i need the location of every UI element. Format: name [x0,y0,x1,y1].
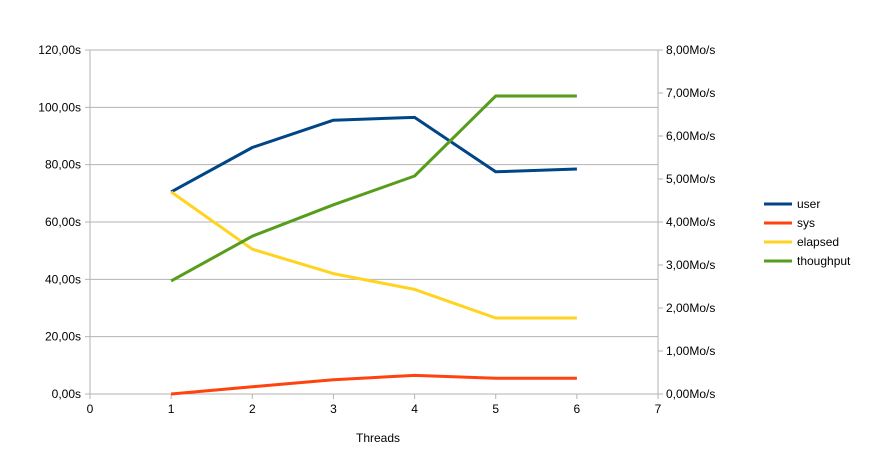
series-line-sys [170,373,577,396]
left-axis-ticks: 0,00s 20,00s 40,00s 60,00s 80,00s 100,00s 120,… [38,43,90,401]
legend-label-thoughput: thoughput [797,254,851,268]
y-left-tick-label: 60,00s [45,215,81,229]
y-right-tick-label: 5,00Mo/s [666,172,715,186]
x-tick-label: 5 [492,402,499,416]
series-lines [170,94,577,396]
x-tick-label: 3 [330,402,337,416]
y-right-tick-label: 8,00Mo/s [666,43,715,57]
y-right-tick-label: 7,00Mo/s [666,86,715,100]
series-line-user [170,115,577,194]
legend-label-sys: sys [797,216,815,230]
y-left-tick-label: 80,00s [45,158,81,172]
legend: user sys elapsed thoughput [764,197,851,268]
x-tick-label: 4 [411,402,418,416]
x-tick-label: 1 [168,402,175,416]
y-right-tick-label: 2,00Mo/s [666,301,715,315]
y-right-tick-label: 0,00Mo/s [666,387,715,401]
legend-label-user: user [797,197,820,211]
series-line-elapsed [170,190,577,320]
y-right-tick-label: 3,00Mo/s [666,258,715,272]
y-right-tick-label: 4,00Mo/s [666,215,715,229]
legend-label-elapsed: elapsed [797,235,839,249]
x-tick-label: 0 [87,402,94,416]
x-tick-label: 2 [249,402,256,416]
y-right-tick-label: 1,00Mo/s [666,344,715,358]
y-left-tick-label: 0,00s [52,387,81,401]
x-axis-label: Threads [356,431,400,445]
gridlines [90,49,658,395]
series-line-thoughput [170,94,577,283]
x-tick-label: 6 [574,402,581,416]
y-left-tick-label: 40,00s [45,272,81,286]
x-tick-label: 7 [655,402,662,416]
y-left-tick-label: 20,00s [45,330,81,344]
y-left-tick-label: 100,00s [38,100,81,114]
x-axis-ticks: 0 1 2 3 4 5 6 7 [87,394,662,416]
y-left-tick-label: 120,00s [38,43,81,57]
y-right-tick-label: 6,00Mo/s [666,129,715,143]
right-axis-ticks: 0,00Mo/s 1,00Mo/s 2,00Mo/s 3,00Mo/s 4,00Mo/s… [658,43,715,401]
